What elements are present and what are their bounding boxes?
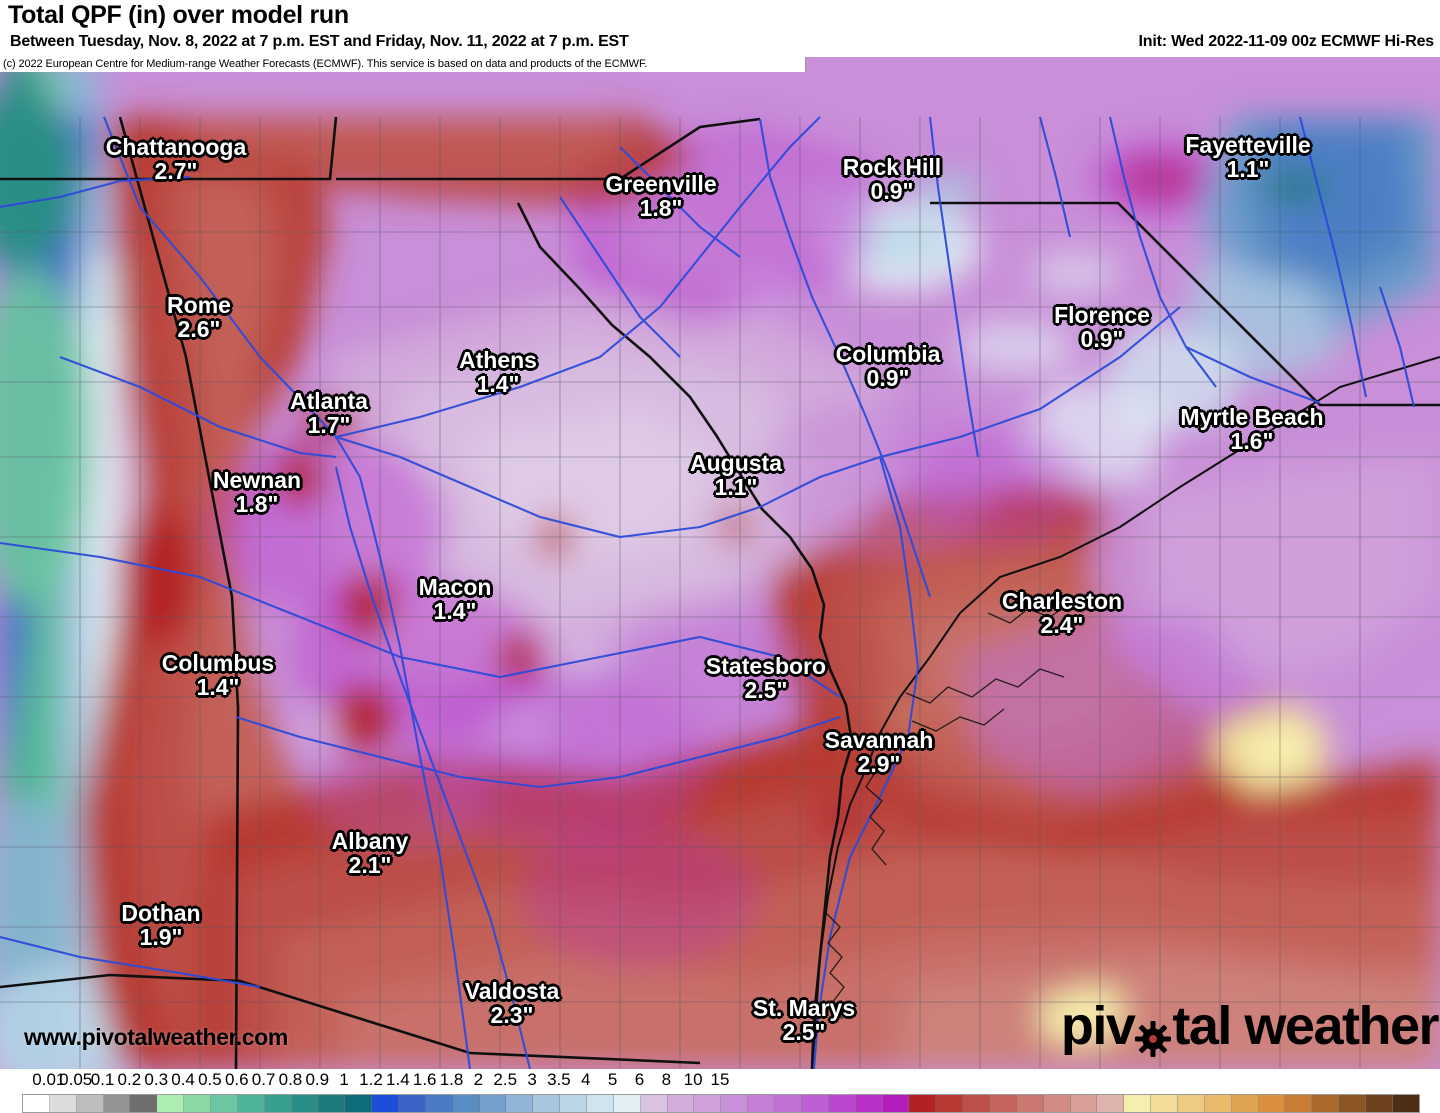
colorbar-tick: 8 — [661, 1070, 672, 1089]
colorbar-swatch — [211, 1095, 238, 1112]
pivotal-weather-logo: piv — [1060, 996, 1439, 1057]
colorbar-tick: 0.9 — [305, 1070, 330, 1089]
colorbar-tick: 1.2 — [359, 1070, 383, 1089]
colorbar-swatch — [345, 1095, 373, 1112]
colorbar-tick: 0.7 — [251, 1070, 276, 1089]
colorbar-swatch — [882, 1095, 910, 1112]
colorbar-swatch — [587, 1095, 614, 1112]
colorbar-swatch — [237, 1095, 265, 1112]
colorbar-tick: 3 — [527, 1070, 537, 1089]
colorbar-swatch — [1177, 1095, 1205, 1112]
colorbar-tick: 0.1 — [90, 1070, 115, 1089]
colorbar-swatch — [667, 1095, 695, 1112]
colorbar-swatch — [1070, 1095, 1098, 1112]
colorbar-swatch — [1339, 1095, 1366, 1112]
colorbar-swatch — [1043, 1095, 1071, 1112]
colorbar-tick: 3.5 — [547, 1070, 571, 1089]
logo-text-prefix: piv — [1060, 996, 1136, 1056]
colorbar-swatch — [1151, 1095, 1178, 1112]
colorbar-swatch — [49, 1095, 77, 1112]
colorbar-tick: 1.6 — [412, 1070, 437, 1089]
colorbar-swatch — [318, 1095, 346, 1112]
colorbar-tick: 0.8 — [278, 1070, 303, 1089]
colorbar-tick: 0.05 — [59, 1070, 93, 1089]
coastal-detail — [825, 602, 1071, 1020]
colorbar-swatch — [1124, 1095, 1152, 1112]
colorbar-swatch — [103, 1095, 131, 1112]
colorbar-swatch — [533, 1095, 561, 1112]
colorbar-swatch — [775, 1095, 802, 1112]
map-canvas[interactable]: (c) 2022 European Centre for Medium-rang… — [0, 57, 1440, 1069]
colorbar-swatch — [184, 1095, 212, 1112]
gear-icon — [1135, 1012, 1172, 1057]
colorbar-swatch — [1016, 1095, 1044, 1112]
colorbar-tick: 4 — [581, 1070, 591, 1089]
colorbar-swatch — [506, 1095, 534, 1112]
colorbar-tick: 0.2 — [117, 1070, 142, 1089]
colorbar-swatch — [372, 1095, 400, 1112]
colorbar-tick: 2.5 — [493, 1070, 518, 1089]
model-init-label: Init: Wed 2022-11-09 00z ECMWF Hi-Res — [1138, 33, 1435, 50]
colorbar-tick: 1.8 — [439, 1070, 464, 1089]
colorbar-swatch — [1204, 1095, 1232, 1112]
colorbar-swatches — [22, 1094, 1420, 1113]
logo-text-suffix: tal weather — [1172, 996, 1439, 1056]
colorbar-swatch — [1312, 1095, 1340, 1112]
colorbar-swatch — [640, 1095, 668, 1112]
colorbar-swatch — [399, 1095, 426, 1112]
colorbar-tick: 1 — [339, 1070, 349, 1089]
state-lines — [0, 116, 1440, 1069]
colorbar-swatch — [76, 1095, 104, 1112]
colorbar-swatch — [1365, 1095, 1393, 1112]
colorbar-tick: 0.3 — [144, 1070, 169, 1089]
colorbar-swatch — [23, 1095, 50, 1112]
colorbar-swatch — [264, 1095, 292, 1112]
colorbar-swatch — [291, 1095, 319, 1112]
colorbar-tick: 10 — [683, 1070, 703, 1089]
colorbar-swatch — [909, 1095, 937, 1112]
colorbar[interactable]: 0.01 0.05 0.1 0.2 0.3 0.4 0.5 0.6 0.7 0.8 0.9 1 1.2 1… — [0, 1069, 1440, 1113]
colorbar-tick: 15 — [710, 1070, 730, 1089]
colorbar-swatch — [157, 1095, 185, 1112]
colorbar-tick: 0.4 — [171, 1070, 195, 1089]
colorbar-swatch — [1231, 1095, 1259, 1112]
colorbar-swatch — [1285, 1095, 1313, 1112]
colorbar-swatch — [479, 1095, 507, 1112]
colorbar-swatch — [452, 1095, 480, 1112]
colorbar-tick: 2 — [473, 1070, 484, 1089]
colorbar-tick-labels: 0.01 0.05 0.1 0.2 0.3 0.4 0.5 0.6 0.7 0.8 0.9 1 1.2 1… — [0, 1069, 1440, 1093]
colorbar-swatch — [828, 1095, 856, 1112]
ecmwf-copyright: (c) 2022 European Centre for Medium-rang… — [0, 57, 806, 72]
colorbar-swatch — [1258, 1095, 1286, 1112]
colorbar-tick: 6 — [634, 1070, 645, 1089]
colorbar-swatch — [694, 1095, 722, 1112]
colorbar-swatch — [855, 1095, 883, 1112]
colorbar-swatch — [560, 1095, 588, 1112]
colorbar-swatch — [963, 1095, 990, 1112]
colorbar-swatch — [721, 1095, 749, 1112]
colorbar-swatch — [425, 1095, 453, 1112]
colorbar-swatch — [1392, 1095, 1419, 1112]
colorbar-swatch — [1097, 1095, 1125, 1112]
colorbar-swatch — [613, 1095, 641, 1112]
site-url-watermark: www.pivotalweather.com — [24, 1024, 288, 1050]
forecast-period-subtitle: Between Tuesday, Nov. 8, 2022 at 7 p.m. … — [10, 33, 629, 50]
header: Total QPF (in) over model run Between Tu… — [0, 0, 1440, 57]
colorbar-swatch — [130, 1095, 158, 1112]
highway-lines — [0, 116, 1416, 1069]
colorbar-tick: 0.5 — [198, 1070, 222, 1089]
colorbar-swatch — [801, 1095, 829, 1112]
colorbar-swatch — [748, 1095, 776, 1112]
colorbar-tick: 0.01 — [32, 1070, 66, 1089]
colorbar-tick: 0.6 — [224, 1070, 249, 1089]
page-title: Total QPF (in) over model run — [8, 1, 349, 29]
colorbar-tick: 1.4 — [386, 1070, 410, 1089]
qpf-contour-layer — [0, 57, 1440, 1069]
colorbar-tick: 5 — [607, 1070, 618, 1089]
colorbar-swatch — [989, 1095, 1017, 1112]
colorbar-swatch — [936, 1095, 964, 1112]
